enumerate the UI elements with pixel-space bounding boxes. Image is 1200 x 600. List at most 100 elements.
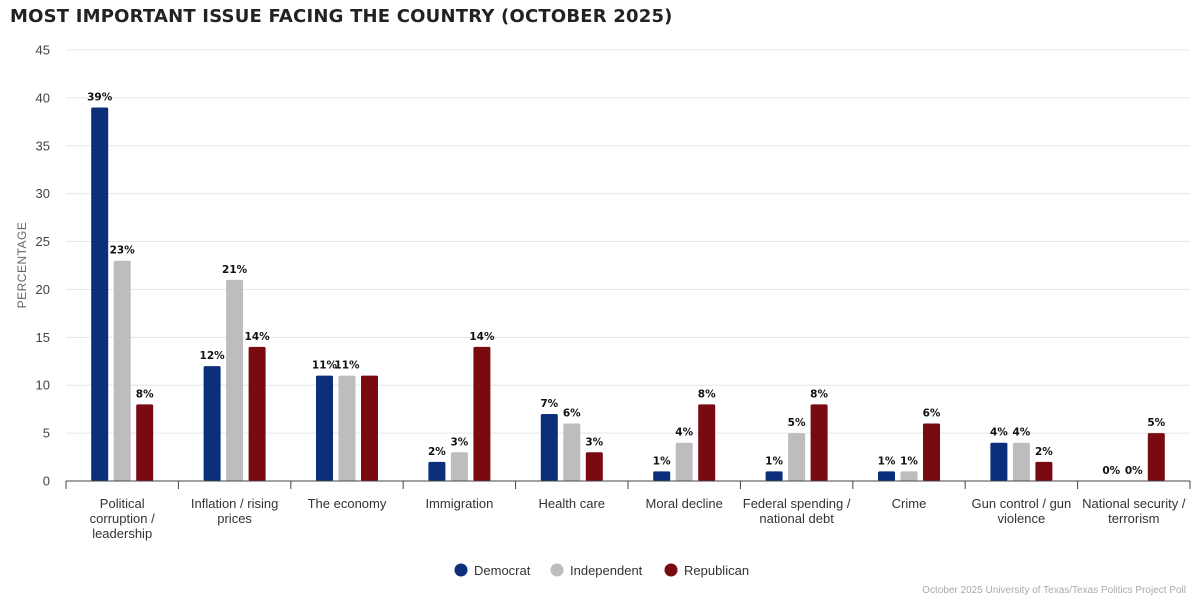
data-label: 2% xyxy=(428,446,446,458)
bar xyxy=(878,471,895,481)
data-label: 8% xyxy=(136,388,154,400)
x-tick-label-line: Federal spending / xyxy=(743,496,851,511)
y-tick-label: 15 xyxy=(36,330,50,345)
legend-swatch xyxy=(664,563,678,577)
x-tick-label-line: national debt xyxy=(759,511,834,526)
data-labels: 39% 23% 8% 12% 21% 14% 11%11% 2% 3% 14% 7% 6% 3% 1% 4%… xyxy=(87,91,1166,477)
x-tick-label-line: Moral decline xyxy=(646,496,723,511)
legend: Democrat Independent Republican xyxy=(454,563,749,578)
chart-title: MOST IMPORTANT ISSUE FACING THE COUNTRY … xyxy=(10,6,673,27)
x-tick-label: Health care xyxy=(539,496,605,511)
x-tick-label: The economy xyxy=(308,496,387,511)
y-tick-label: 40 xyxy=(36,90,50,105)
bars xyxy=(91,107,1165,481)
x-tick-label-line: The economy xyxy=(308,496,387,511)
data-label: 12% xyxy=(200,350,226,362)
x-axis xyxy=(65,480,1191,489)
bar xyxy=(1012,442,1030,481)
data-label: 14% xyxy=(469,331,495,343)
bar xyxy=(361,375,378,481)
y-tick-label: 0 xyxy=(43,474,50,489)
bar xyxy=(91,107,109,481)
data-label: 5% xyxy=(1147,417,1165,429)
y-tick-label: 20 xyxy=(36,282,50,297)
x-tick-label: Federal spending / national debt xyxy=(743,496,851,526)
y-axis-ticks: 0 5 10 15 20 25 30 35 40 45 xyxy=(36,43,50,489)
bar xyxy=(765,471,783,481)
x-tick-label: Inflation / rising prices xyxy=(191,496,278,526)
data-label: 0% xyxy=(1125,465,1143,477)
bar xyxy=(900,471,918,481)
data-label: 4% xyxy=(990,427,1008,439)
data-label: 1% xyxy=(878,455,896,467)
x-tick-label: Gun control / gun violence xyxy=(972,496,1072,526)
legend-label: Democrat xyxy=(474,563,531,578)
y-tick-label: 30 xyxy=(36,186,50,201)
bar xyxy=(113,260,131,481)
y-tick-label: 10 xyxy=(36,378,50,393)
x-tick-label-line: terrorism xyxy=(1108,511,1159,526)
x-tick-label-line: Inflation / rising xyxy=(191,496,278,511)
data-label: 6% xyxy=(563,408,581,420)
data-label: 39% xyxy=(87,91,113,103)
data-label: 4% xyxy=(675,427,693,439)
bar xyxy=(810,404,828,481)
bar xyxy=(338,375,356,481)
bar xyxy=(248,346,266,481)
x-tick-label-line: Crime xyxy=(892,496,927,511)
x-tick-label-line: Gun control / gun xyxy=(972,496,1072,511)
data-label: 5% xyxy=(788,417,806,429)
bar xyxy=(203,366,221,481)
x-tick-label-line: Immigration xyxy=(425,496,493,511)
gridlines xyxy=(66,49,1190,434)
y-tick-label: 25 xyxy=(36,234,50,249)
bar xyxy=(585,452,603,481)
bar xyxy=(226,279,244,481)
data-label: 0% xyxy=(1102,465,1120,477)
legend-label: Independent xyxy=(570,563,643,578)
bar xyxy=(675,442,693,481)
x-tick-label-line: Health care xyxy=(539,496,605,511)
bar xyxy=(473,346,491,481)
x-tick-label-line: leadership xyxy=(92,526,152,541)
data-label: 21% xyxy=(222,264,248,276)
data-label: 1% xyxy=(900,455,918,467)
bar xyxy=(990,442,1008,481)
x-tick-label-line: Political xyxy=(100,496,145,511)
y-axis-label: PERCENTAGE xyxy=(15,222,29,309)
data-label: 7% xyxy=(540,398,558,410)
x-tick-label: Immigration xyxy=(425,496,493,511)
data-label: 11% xyxy=(312,360,338,372)
bar xyxy=(1147,433,1165,481)
bar xyxy=(1035,461,1053,481)
data-label: 14% xyxy=(245,331,271,343)
y-tick-label: 45 xyxy=(36,43,50,58)
x-axis-ticks: Political corruption / leadership Inflation… xyxy=(90,496,1186,541)
data-label: 1% xyxy=(653,455,671,467)
x-tick-label: Political corruption / leadership xyxy=(90,496,155,541)
bar xyxy=(540,413,558,481)
x-tick-label: Crime xyxy=(892,496,927,511)
data-label: 2% xyxy=(1035,446,1053,458)
data-label: 8% xyxy=(698,388,716,400)
bar xyxy=(698,404,716,481)
data-label: 8% xyxy=(810,388,828,400)
legend-label: Republican xyxy=(684,563,749,578)
bar xyxy=(136,404,154,481)
bar xyxy=(923,423,940,481)
x-tick-label-line: corruption / xyxy=(90,511,155,526)
x-tick-label-line: National security / xyxy=(1082,496,1186,511)
x-tick-label: Moral decline xyxy=(646,496,723,511)
bar xyxy=(450,452,468,481)
data-label: 3% xyxy=(585,436,603,448)
source-note: October 2025 University of Texas/Texas P… xyxy=(922,585,1186,596)
bar xyxy=(653,471,671,481)
y-tick-label: 5 xyxy=(43,426,50,441)
bar xyxy=(428,461,446,481)
x-tick-label-line: prices xyxy=(217,511,252,526)
data-label: 6% xyxy=(923,408,941,420)
bar xyxy=(563,423,581,481)
x-tick-label: National security / terrorism xyxy=(1082,496,1186,526)
data-label: 1% xyxy=(765,455,783,467)
